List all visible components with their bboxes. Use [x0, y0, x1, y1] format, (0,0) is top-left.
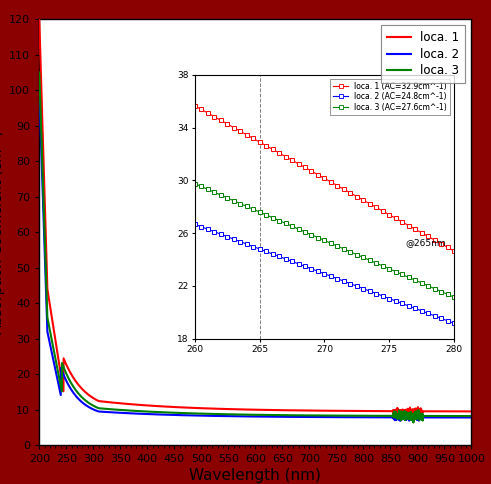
- Legend: loca. 1, loca. 2, loca. 3: loca. 1, loca. 2, loca. 3: [382, 25, 465, 83]
- X-axis label: Wavelength (nm): Wavelength (nm): [190, 469, 321, 484]
- Y-axis label: Absorption Coefficient (cm⁻¹): Absorption Coefficient (cm⁻¹): [0, 130, 5, 334]
